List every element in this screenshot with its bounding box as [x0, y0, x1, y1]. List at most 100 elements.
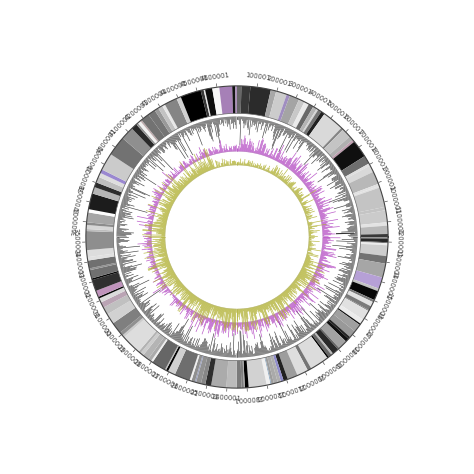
Wedge shape	[296, 104, 313, 130]
Wedge shape	[341, 156, 369, 177]
Wedge shape	[151, 338, 168, 362]
Text: 4300001: 4300001	[140, 88, 169, 108]
Text: 500001: 500001	[325, 100, 349, 120]
Wedge shape	[155, 108, 173, 133]
Text: 1700001: 1700001	[348, 328, 372, 355]
Wedge shape	[175, 350, 198, 381]
Wedge shape	[88, 209, 116, 217]
Wedge shape	[92, 187, 120, 201]
Wedge shape	[100, 169, 127, 184]
Wedge shape	[312, 333, 332, 357]
Wedge shape	[98, 286, 124, 299]
Wedge shape	[138, 331, 158, 353]
Wedge shape	[176, 97, 191, 124]
Wedge shape	[246, 358, 267, 388]
Wedge shape	[324, 129, 350, 155]
Wedge shape	[340, 298, 369, 320]
Wedge shape	[141, 115, 164, 141]
Wedge shape	[235, 86, 237, 113]
Wedge shape	[345, 294, 371, 310]
Wedge shape	[333, 142, 365, 171]
Wedge shape	[191, 355, 202, 382]
Wedge shape	[196, 356, 208, 384]
Wedge shape	[279, 350, 298, 379]
Wedge shape	[352, 279, 379, 291]
Text: 2300001: 2300001	[233, 394, 263, 402]
Wedge shape	[89, 193, 118, 214]
Wedge shape	[288, 99, 304, 127]
Wedge shape	[244, 360, 249, 388]
Wedge shape	[91, 271, 118, 280]
Wedge shape	[311, 335, 329, 358]
Wedge shape	[353, 270, 383, 289]
Wedge shape	[359, 253, 387, 264]
Wedge shape	[321, 323, 346, 348]
Text: 1900001: 1900001	[315, 359, 342, 381]
Wedge shape	[361, 238, 388, 242]
Wedge shape	[346, 165, 374, 183]
Text: 2900001: 2900001	[116, 345, 142, 369]
Wedge shape	[348, 172, 378, 193]
Wedge shape	[360, 226, 388, 235]
Text: 1100001: 1100001	[393, 206, 402, 236]
Text: 2100001: 2100001	[275, 382, 305, 397]
Wedge shape	[87, 254, 115, 261]
Wedge shape	[292, 102, 309, 128]
Wedge shape	[205, 88, 217, 116]
Text: 2400001: 2400001	[211, 394, 241, 402]
Wedge shape	[267, 356, 278, 383]
Text: 800001: 800001	[370, 147, 387, 172]
Text: 3200001: 3200001	[82, 290, 100, 319]
Wedge shape	[113, 308, 141, 333]
Wedge shape	[92, 272, 121, 291]
Wedge shape	[298, 336, 328, 369]
Wedge shape	[165, 346, 179, 370]
Text: 2500001: 2500001	[190, 389, 220, 401]
Wedge shape	[143, 334, 164, 359]
Wedge shape	[322, 128, 343, 149]
Wedge shape	[295, 345, 311, 371]
Wedge shape	[338, 305, 364, 324]
Wedge shape	[87, 212, 115, 225]
Wedge shape	[326, 320, 348, 342]
Wedge shape	[361, 237, 388, 238]
Wedge shape	[148, 110, 170, 137]
Wedge shape	[278, 94, 290, 121]
Wedge shape	[103, 295, 131, 314]
Text: 2200001: 2200001	[254, 389, 284, 401]
Wedge shape	[226, 360, 237, 388]
Wedge shape	[168, 347, 186, 375]
Wedge shape	[300, 107, 317, 132]
Text: 3400001: 3400001	[73, 249, 83, 279]
Wedge shape	[140, 332, 160, 356]
Text: 1800001: 1800001	[332, 345, 358, 369]
Wedge shape	[89, 263, 117, 270]
Text: 2700001: 2700001	[150, 372, 179, 391]
Text: 3300001: 3300001	[75, 270, 90, 300]
Text: 3600001: 3600001	[72, 206, 81, 236]
Wedge shape	[86, 248, 114, 257]
Text: 2000001: 2000001	[295, 372, 324, 391]
Wedge shape	[316, 329, 338, 354]
Text: 2800001: 2800001	[132, 359, 160, 381]
Wedge shape	[269, 91, 287, 120]
Wedge shape	[287, 346, 308, 375]
Wedge shape	[261, 357, 271, 385]
Text: 400001: 400001	[307, 89, 332, 107]
Wedge shape	[337, 308, 361, 325]
Wedge shape	[90, 264, 118, 278]
Wedge shape	[86, 222, 114, 227]
Text: 1400001: 1400001	[384, 270, 399, 300]
Wedge shape	[354, 188, 385, 212]
Wedge shape	[190, 355, 200, 381]
Text: 2600001: 2600001	[169, 382, 199, 397]
Wedge shape	[136, 123, 156, 145]
Wedge shape	[181, 91, 207, 122]
Text: 3800001: 3800001	[78, 164, 94, 194]
Wedge shape	[203, 89, 211, 117]
Wedge shape	[96, 281, 123, 297]
Text: 200001: 200001	[266, 75, 292, 88]
Wedge shape	[86, 225, 114, 230]
Wedge shape	[101, 291, 128, 308]
Wedge shape	[232, 86, 236, 113]
